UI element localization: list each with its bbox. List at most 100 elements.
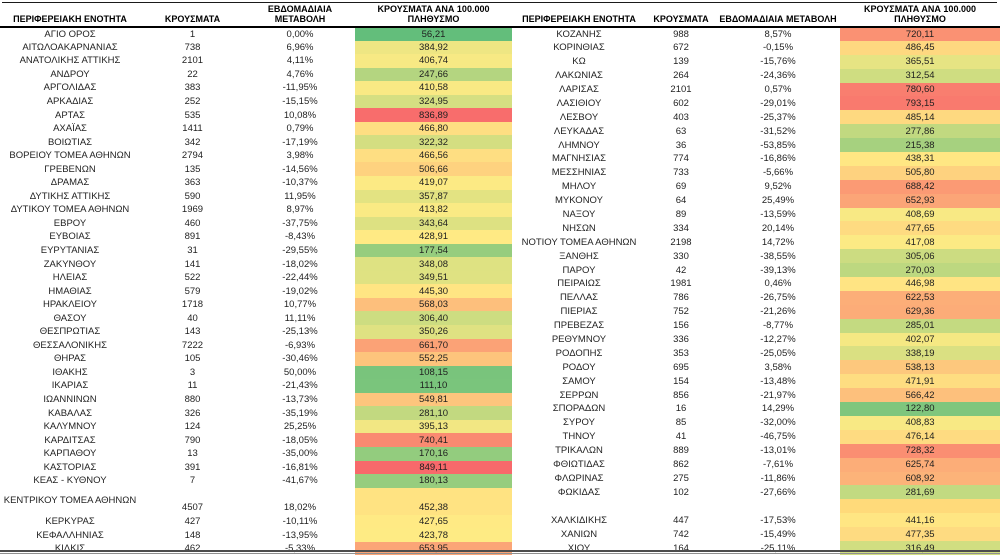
cases-cell: 31 bbox=[187, 245, 198, 257]
per-100k-cell: 365,51 bbox=[840, 54, 1000, 69]
regions-table-left: ΠΕΡΙΦΕΡΕΙΑΚΗ ΕΝΟΤΗΤΑ ΚΡΟΥΣΜΑΤΑ ΕΒΔΟΜΑΔΙΑ… bbox=[0, 3, 512, 556]
region-name-cell: ΚΕΡΚΥΡΑΣ bbox=[45, 515, 95, 527]
table-row: ΧΑΛΚΙΔΙΚΗΣ 447 -17,53% 441,16 bbox=[512, 513, 1000, 528]
weekly-change-cell: 8,57% bbox=[764, 28, 792, 40]
table-body-left: ΑΓΙΟ ΟΡΟΣ 1 0,00% 56,21 ΑΙΤΩΛΟΑΚΑΡΝΑΝΙΑΣ 738 6… bbox=[0, 27, 512, 556]
region-name-cell: ΕΥΒΟΙΑΣ bbox=[49, 231, 91, 243]
region-name-cell: ΞΑΝΘΗΣ bbox=[559, 250, 599, 262]
cases-cell: 742 bbox=[673, 528, 689, 540]
per-100k-cell: 629,36 bbox=[840, 304, 1000, 319]
cases-cell: 4507 bbox=[181, 501, 204, 513]
weekly-change-cell: -27,66% bbox=[760, 486, 796, 498]
region-name-cell: ΤΡΙΚΑΛΩΝ bbox=[555, 445, 603, 457]
cases-cell: 447 bbox=[673, 514, 689, 526]
table-row: ΖΑΚΥΝΘΟΥ 141 -18,02% 348,08 bbox=[0, 257, 512, 271]
table-row: ΚΕΡΚΥΡΑΣ 427 -10,11% 427,65 bbox=[0, 514, 512, 529]
region-name-cell: ΜΕΣΣΗΝΙΑΣ bbox=[551, 167, 607, 179]
weekly-change-cell: -13,48% bbox=[760, 375, 796, 387]
header-per-100k: ΚΡΟΥΣΜΑΤΑ ΑΝΑ 100.000 ΠΛΗΘΥΣΜΟ bbox=[840, 3, 1000, 28]
cases-cell: 891 bbox=[184, 231, 201, 243]
weekly-change-cell: -32,00% bbox=[760, 417, 796, 429]
table-row: ΓΡΕΒΕΝΩΝ 135 -14,56% 506,66 bbox=[0, 162, 512, 177]
table-row: ΡΕΘΥΜΝΟΥ 336 -12,27% 402,07 bbox=[512, 332, 1000, 347]
cases-cell: 535 bbox=[184, 109, 201, 121]
weekly-change-cell bbox=[716, 499, 840, 513]
table-row: ΒΟΙΩΤΙΑΣ 342 -17,19% 322,32 bbox=[0, 135, 512, 149]
weekly-change-cell: -5,33% bbox=[284, 543, 316, 555]
weekly-change-cell: -35,00% bbox=[282, 448, 318, 460]
per-100k-cell: 485,14 bbox=[840, 110, 1000, 125]
table-row: ΛΑΣΙΘΙΟΥ 602 -29,01% 793,15 bbox=[512, 96, 1000, 111]
per-100k-cell: 419,07 bbox=[355, 176, 512, 190]
per-100k-cell: 177,54 bbox=[355, 243, 512, 258]
region-name-cell: ΣΠΟΡΑΔΩΝ bbox=[552, 403, 606, 415]
table-row: ΚΑΛΥΜΝΟΥ 124 25,25% 395,13 bbox=[0, 419, 512, 434]
weekly-change-cell: -26,75% bbox=[760, 292, 796, 304]
per-100k-cell: 281,69 bbox=[840, 485, 1000, 500]
table-row: ΛΗΜΝΟΥ 36 -53,85% 215,38 bbox=[512, 138, 1000, 153]
table-row: ΦΘΙΩΤΙΔΑΣ 862 -7,61% 625,74 bbox=[512, 457, 1000, 472]
weekly-change-cell: -12,27% bbox=[760, 334, 796, 346]
cases-cell: 363 bbox=[184, 177, 201, 189]
cases-cell: 862 bbox=[673, 459, 689, 471]
cases-cell: 102 bbox=[673, 486, 689, 498]
table-row: ΚΟΡΙΝΘΙΑΣ 672 -0,15% 486,45 bbox=[512, 40, 1000, 55]
per-100k-cell: 281,10 bbox=[355, 406, 512, 420]
cases-cell: 880 bbox=[184, 394, 201, 406]
per-100k-cell: 445,30 bbox=[355, 284, 512, 298]
cases-cell: 334 bbox=[673, 222, 689, 234]
weekly-change-cell: -10,37% bbox=[282, 177, 318, 189]
weekly-change-cell: -21,43% bbox=[282, 380, 318, 392]
per-100k-cell: 625,74 bbox=[840, 457, 1000, 472]
region-name-cell: ΡΕΘΥΜΝΟΥ bbox=[551, 334, 607, 346]
region-name-cell: ΝΗΣΩΝ bbox=[562, 222, 596, 234]
per-100k-cell: 622,53 bbox=[840, 290, 1000, 305]
per-100k-cell: 427,65 bbox=[355, 514, 512, 529]
region-name-cell: ΠΕΙΡΑΙΩΣ bbox=[557, 278, 601, 290]
per-100k-cell: 608,92 bbox=[840, 471, 1000, 486]
per-100k-cell: 471,91 bbox=[840, 374, 1000, 389]
per-100k-cell: 111,10 bbox=[355, 379, 512, 393]
weekly-change-cell: -15,15% bbox=[282, 96, 318, 107]
table-row: ΦΛΩΡΙΝΑΣ 275 -11,86% 608,92 bbox=[512, 471, 1000, 486]
weekly-change-cell: -5,66% bbox=[762, 167, 794, 179]
region-name-cell: ΠΕΛΛΑΣ bbox=[559, 292, 599, 304]
table-row: ΚΑΡΔΙΤΣΑΣ 790 -18,05% 740,41 bbox=[0, 433, 512, 447]
per-100k-cell: 446,98 bbox=[840, 277, 1000, 291]
region-name-cell: ΑΙΤΩΛΟΑΚΑΡΝΑΝΙΑΣ bbox=[22, 41, 118, 53]
region-name-cell: ΗΜΑΘΙΑΣ bbox=[48, 285, 92, 297]
table-row: ΤΗΝΟΥ 41 -46,75% 476,14 bbox=[512, 429, 1000, 444]
cases-cell: 752 bbox=[673, 306, 689, 318]
weekly-change-cell: -30,46% bbox=[282, 353, 318, 365]
weekly-change-cell: -16,81% bbox=[282, 461, 318, 473]
per-100k-cell: 477,65 bbox=[840, 221, 1000, 236]
cases-cell: 353 bbox=[673, 347, 689, 359]
cases-cell: 2101 bbox=[670, 84, 692, 95]
header-weekly-change: ΕΒΔΟΜΑΔΙΑΙΑ ΜΕΤΑΒΟΛΗ bbox=[716, 3, 840, 28]
region-name-cell: ΜΥΚΟΝΟΥ bbox=[555, 195, 603, 207]
per-100k-cell: 247,66 bbox=[355, 67, 512, 82]
cases-cell: 85 bbox=[675, 417, 687, 429]
weekly-change-cell: 3,98% bbox=[286, 150, 314, 162]
table-row: ΔΡΑΜΑΣ 363 -10,37% 419,07 bbox=[0, 176, 512, 190]
weekly-change-cell: -8,43% bbox=[284, 231, 316, 243]
table-row: ΣΥΡΟΥ 85 -32,00% 408,83 bbox=[512, 415, 1000, 430]
region-name-cell: ΜΑΓΝΗΣΙΑΣ bbox=[552, 153, 606, 165]
header-cases: ΚΡΟΥΣΜΑΤΑ bbox=[646, 3, 716, 28]
weekly-change-cell: -21,97% bbox=[760, 389, 796, 401]
cases-cell: 252 bbox=[184, 96, 201, 107]
cases-cell: 602 bbox=[673, 97, 689, 109]
cases-cell: 105 bbox=[184, 353, 201, 365]
weekly-change-cell: -15,49% bbox=[760, 528, 796, 540]
table-row: ΤΡΙΚΑΛΩΝ 889 -13,01% 728,32 bbox=[512, 443, 1000, 458]
cases-cell: 391 bbox=[184, 461, 201, 473]
table-row: ΕΥΒΟΙΑΣ 891 -8,43% 428,91 bbox=[0, 230, 512, 244]
table-row: ΣΕΡΡΩΝ 856 -21,97% 566,42 bbox=[512, 388, 1000, 403]
region-name-cell: ΚΕΦΑΛΛΗΝΙΑΣ bbox=[36, 529, 104, 541]
per-100k-cell: 277,86 bbox=[840, 124, 1000, 139]
table-row: ΜΕΣΣΗΝΙΑΣ 733 -5,66% 505,80 bbox=[512, 165, 1000, 180]
cases-cell: 264 bbox=[673, 70, 689, 82]
header-region: ΠΕΡΙΦΕΡΕΙΑΚΗ ΕΝΟΤΗΤΑ bbox=[512, 3, 646, 28]
region-name-cell: ΣΕΡΡΩΝ bbox=[559, 389, 599, 401]
